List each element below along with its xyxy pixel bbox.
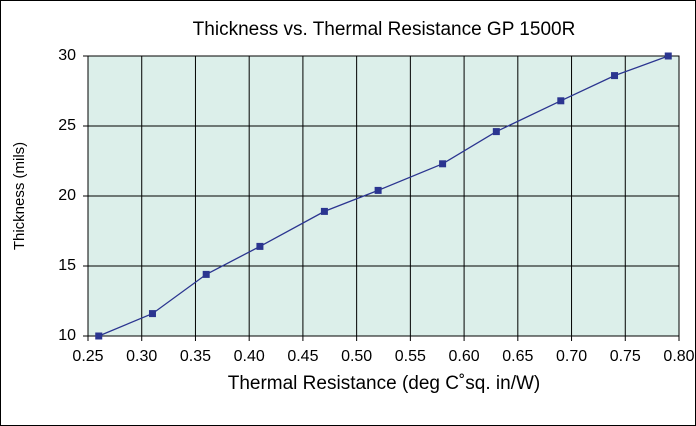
x-tick-label: 0.35 — [180, 348, 211, 365]
y-tick-label: 10 — [58, 327, 76, 344]
x-tick-label: 0.30 — [126, 348, 157, 365]
y-axis-label: Thickness (mils) — [11, 142, 28, 250]
point-marker — [256, 242, 264, 250]
point-marker — [611, 72, 619, 80]
x-tick-label: 0.75 — [610, 348, 641, 365]
point-marker — [95, 332, 103, 340]
point-marker — [320, 207, 328, 215]
y-tick-label: 15 — [58, 257, 76, 274]
point-marker — [439, 160, 447, 168]
y-tick-label: 20 — [58, 187, 76, 204]
x-tick-label: 0.50 — [341, 348, 372, 365]
x-tick-label: 0.25 — [72, 348, 103, 365]
x-tick-label: 0.65 — [502, 348, 533, 365]
x-tick-label: 0.80 — [663, 348, 694, 365]
point-marker — [202, 270, 210, 278]
x-tick-label: 0.70 — [556, 348, 587, 365]
point-marker — [557, 97, 565, 105]
point-marker — [148, 310, 156, 318]
x-axis-label: Thermal Resistance (deg C˚sq. in/W) — [228, 373, 541, 394]
chart-title: Thickness vs. Thermal Resistance GP 1500… — [193, 19, 576, 40]
x-tick-label: 0.60 — [449, 348, 480, 365]
x-tick-label: 0.40 — [234, 348, 265, 365]
y-tick-label: 25 — [58, 117, 76, 134]
point-marker — [664, 52, 672, 60]
point-marker — [374, 186, 382, 194]
x-tick-label: 0.55 — [395, 348, 426, 365]
x-tick-label: 0.45 — [287, 348, 318, 365]
point-marker — [492, 128, 500, 136]
y-tick-label: 30 — [58, 47, 76, 64]
